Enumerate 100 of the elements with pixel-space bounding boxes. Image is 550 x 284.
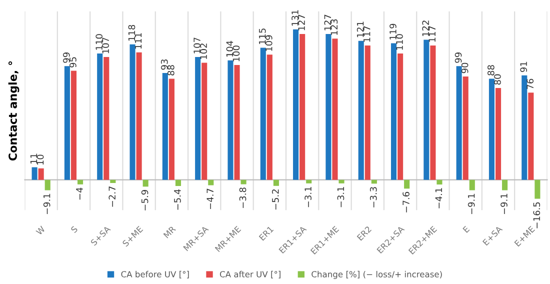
data-label: 95	[70, 57, 76, 68]
bar	[38, 168, 44, 180]
y-axis-title: Contact angle, °	[8, 61, 20, 161]
data-label: −2.7	[108, 186, 116, 207]
bar	[430, 45, 436, 180]
bar	[306, 180, 312, 184]
bar	[273, 180, 279, 186]
data-label: 109	[265, 35, 272, 51]
bar	[469, 180, 475, 190]
bar	[390, 43, 397, 180]
bar	[32, 167, 38, 180]
data-label: 99	[454, 52, 462, 63]
bar	[44, 180, 50, 190]
bar	[338, 180, 344, 184]
data-label: 99	[62, 52, 70, 63]
bar	[70, 70, 77, 180]
legend-label: CA after UV [°]	[220, 270, 280, 278]
bar	[260, 48, 266, 180]
bar	[528, 92, 534, 180]
bar	[300, 34, 306, 180]
bar	[77, 180, 84, 184]
data-label: −4.1	[435, 188, 442, 208]
bar	[488, 78, 495, 180]
data-label: −5.9	[141, 190, 148, 210]
data-label: −3.8	[239, 188, 246, 208]
data-label: 88	[167, 65, 174, 76]
data-label: −9.1	[468, 194, 475, 214]
bar	[240, 180, 246, 184]
bar	[130, 44, 136, 180]
x-tick-label: MR	[163, 226, 176, 238]
data-label: 115	[259, 28, 266, 44]
legend-label: CA before UV [°]	[121, 270, 189, 278]
bar	[266, 54, 272, 180]
data-label: −9.1	[43, 194, 50, 214]
bar	[175, 180, 182, 186]
bar	[332, 38, 338, 180]
bar	[97, 54, 103, 180]
data-label: 93	[160, 60, 168, 70]
data-label: 110	[396, 34, 403, 50]
bar	[326, 34, 332, 180]
bar	[502, 180, 508, 190]
bar	[358, 40, 364, 180]
data-label: 107	[102, 38, 110, 54]
bar	[234, 65, 240, 180]
data-label: 118	[128, 24, 136, 41]
bar	[534, 180, 540, 199]
x-tick-label: ER1	[258, 226, 274, 241]
data-label: −3.1	[304, 187, 312, 208]
data-label: 107	[194, 38, 200, 54]
bar	[293, 29, 299, 180]
x-tick-label: E	[462, 226, 470, 233]
data-label: −9.1	[500, 194, 508, 214]
data-label: 88	[488, 65, 494, 76]
bar	[456, 66, 462, 180]
bar	[202, 62, 208, 180]
bar	[162, 73, 168, 180]
data-label: 121	[356, 22, 364, 38]
data-label: 123	[330, 19, 338, 35]
data-label: 122	[422, 20, 429, 36]
bar	[208, 180, 214, 186]
data-label: 10	[36, 154, 44, 165]
bar	[371, 180, 377, 184]
x-tick-label: S	[70, 226, 78, 234]
data-label: 102	[200, 44, 207, 59]
bar	[436, 180, 442, 185]
bar	[104, 56, 110, 180]
bar	[495, 88, 502, 180]
data-label: 127	[324, 14, 331, 30]
bar	[424, 40, 430, 180]
legend-label: Change [%] (− loss/+ increase)	[312, 270, 442, 279]
data-label: 11	[30, 154, 38, 164]
data-label: 127	[298, 14, 305, 30]
data-label: 76	[526, 78, 534, 90]
bar	[404, 180, 410, 189]
data-label: −16.5	[533, 202, 540, 228]
bar	[398, 54, 404, 180]
data-label: −7.6	[402, 192, 410, 212]
data-label: 111	[134, 33, 142, 49]
data-label: −5.4	[174, 189, 181, 210]
data-label: 100	[232, 46, 240, 62]
bar	[142, 180, 148, 187]
data-label: −4	[76, 188, 83, 200]
data-label: 131	[292, 10, 298, 26]
bar	[462, 76, 468, 180]
bar	[522, 75, 528, 180]
data-label: 119	[390, 24, 396, 40]
bar	[168, 78, 174, 180]
bar	[64, 66, 70, 180]
bar	[364, 45, 370, 180]
data-label: 80	[494, 74, 501, 85]
data-label: −3.1	[337, 187, 344, 208]
data-label: −4.7	[206, 188, 214, 209]
data-label: 110	[96, 34, 102, 50]
bar	[136, 52, 142, 180]
data-label: 117	[364, 26, 370, 42]
bar	[110, 180, 116, 183]
data-label: 91	[520, 62, 528, 72]
data-label: 104	[226, 40, 234, 57]
data-label: 90	[461, 62, 468, 74]
data-label: −3.3	[370, 187, 377, 208]
